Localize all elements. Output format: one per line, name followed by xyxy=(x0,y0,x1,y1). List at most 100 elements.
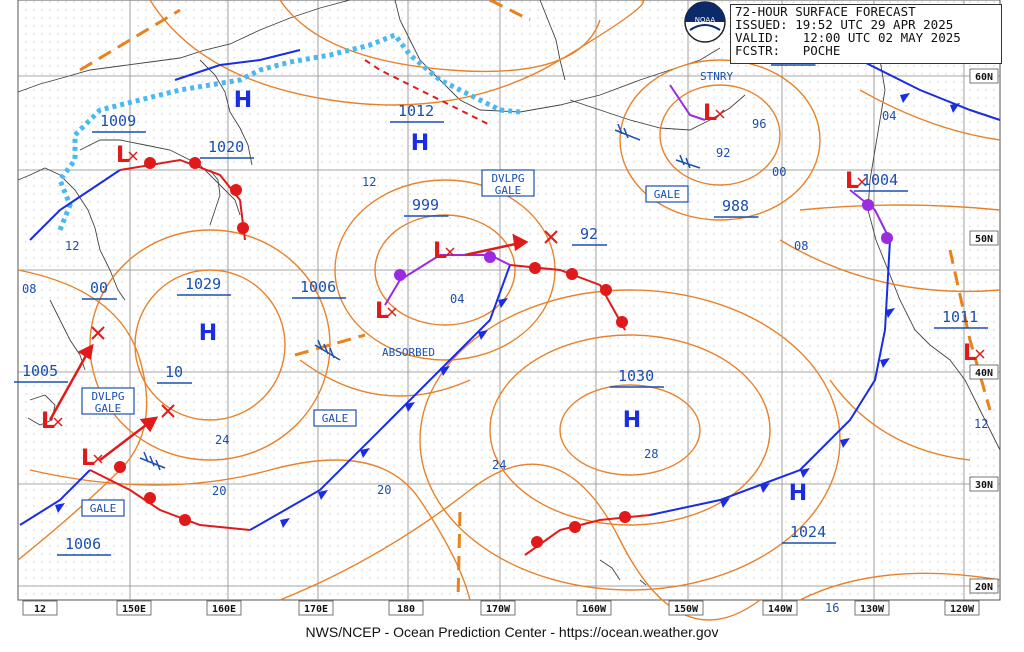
pressure-value: 1006 xyxy=(300,278,336,296)
occluded-front-alaska xyxy=(669,84,706,121)
low-symbol: L xyxy=(963,341,977,366)
pressure-value: 999 xyxy=(412,196,439,214)
low-x-mark xyxy=(387,307,397,317)
motion-arrows xyxy=(48,233,529,461)
svg-text:GALE: GALE xyxy=(95,402,122,415)
front-symbols xyxy=(55,93,960,548)
occluded-front-central xyxy=(384,254,511,306)
latitude-label: 40N xyxy=(969,364,999,380)
cold-front-west xyxy=(29,169,121,241)
low-symbol: L xyxy=(845,169,859,194)
isobar-value: 20 xyxy=(212,484,226,498)
low-x-mark xyxy=(975,349,985,359)
isobar-value: 92 xyxy=(716,146,730,160)
annotation-text: ABSORBED xyxy=(382,346,435,359)
longitude-label: 180 xyxy=(388,600,424,616)
svg-text:GALE: GALE xyxy=(90,502,117,515)
svg-text:50N: 50N xyxy=(975,234,993,245)
pressure-value: 988 xyxy=(722,197,749,215)
pressure-value: 1012 xyxy=(398,102,434,120)
warm-front-southwest xyxy=(89,469,251,531)
low-pressure-center: L 1004 xyxy=(845,169,908,194)
latitude-label: 60N xyxy=(969,68,999,84)
longitude-label: 170E xyxy=(298,600,334,616)
longitude-label: 150W xyxy=(668,600,704,616)
svg-text:GALE: GALE xyxy=(654,188,681,201)
pressure-value: 1004 xyxy=(862,171,898,189)
isobar-value: 04 xyxy=(450,292,464,306)
forecast-header: 72-HOUR SURFACE FORECAST ISSUED: 19:52 U… xyxy=(730,4,1002,64)
low-symbol: L xyxy=(703,101,717,126)
low-pressure-center: 00 xyxy=(82,279,117,300)
svg-text:60N: 60N xyxy=(975,72,993,83)
footer-credit: NWS/NCEP - Ocean Prediction Center - htt… xyxy=(305,624,719,640)
high-symbol: H xyxy=(411,131,429,156)
svg-text:150E: 150E xyxy=(122,604,146,615)
svg-text:160W: 160W xyxy=(582,604,607,615)
svg-text:20N: 20N xyxy=(975,582,993,593)
forecaster: FCSTR: POCHE xyxy=(735,43,841,58)
warning-label: GALE xyxy=(81,499,125,517)
longitude-labels: 12 150E 160E 170E 180 170W 160W 150W 140W 130W 120… xyxy=(22,600,980,616)
isobar-value: 08 xyxy=(22,282,36,296)
isobar-value: 12 xyxy=(65,239,79,253)
forecast-position-marks xyxy=(91,230,558,418)
issued-time: ISSUED: 19:52 UTC 29 APR 2025 xyxy=(735,17,954,32)
pressure-value: 1029 xyxy=(185,275,221,293)
longitude-label: 12 xyxy=(22,600,58,616)
warning-label: GALE xyxy=(645,185,689,203)
low-pressure-center: 10 xyxy=(157,363,192,384)
sea-ice-edge xyxy=(57,31,521,231)
isobar-value: 00 xyxy=(772,165,786,179)
map-background xyxy=(18,0,1000,600)
ice-boundary xyxy=(364,59,491,126)
high-symbol: H xyxy=(789,481,807,506)
low-symbol: L xyxy=(116,143,130,168)
valid-time: VALID: 12:00 UTC 02 MAY 2025 xyxy=(735,30,961,45)
svg-text:DVLPG: DVLPG xyxy=(491,172,524,185)
low-x-mark xyxy=(445,247,455,257)
low-pressure-center: L 1009 xyxy=(92,112,146,168)
svg-text:180: 180 xyxy=(397,604,415,615)
warm-front-west xyxy=(119,158,246,241)
isobar-value: 24 xyxy=(492,458,506,472)
noaa-logo-text: NOAA xyxy=(695,16,716,24)
pressure-value: 1011 xyxy=(942,308,978,326)
pressure-value: 1005 xyxy=(22,362,58,380)
latitude-label: 20N xyxy=(969,578,999,594)
low-pressure-center: 92 xyxy=(572,225,607,246)
isobar-value: 08 xyxy=(794,239,808,253)
high-symbol: H xyxy=(234,88,252,113)
wind-barbs xyxy=(139,123,701,471)
longitude-label: 130W xyxy=(854,600,890,616)
cold-front-north xyxy=(174,49,301,81)
svg-text:40N: 40N xyxy=(975,368,993,379)
longitude-label: 120W xyxy=(944,600,980,616)
low-pressure-center: L 988 xyxy=(703,101,759,218)
low-x-mark xyxy=(857,177,867,187)
low-symbol: L xyxy=(81,446,95,471)
high-symbol: H xyxy=(199,321,217,346)
low-symbol: L xyxy=(375,299,389,324)
isobar-value: 12 xyxy=(974,417,988,431)
pressure-value: 92 xyxy=(580,225,598,243)
forecast-title: 72-HOUR SURFACE FORECAST xyxy=(735,4,916,19)
low-pressure-center: L 1005 xyxy=(14,362,68,434)
high-pressure-center: H 1020 xyxy=(200,88,254,159)
isobar-value: 28 xyxy=(644,447,658,461)
low-x-mark xyxy=(93,454,103,464)
warning-label: GALE xyxy=(313,409,357,427)
low-pressure-center: L 1006 xyxy=(57,446,111,556)
low-pressure-center: L 1006 xyxy=(292,278,397,324)
pressure-value: 1030 xyxy=(618,367,654,385)
svg-text:170E: 170E xyxy=(304,604,328,615)
svg-text:150W: 150W xyxy=(674,604,699,615)
svg-text:GALE: GALE xyxy=(322,412,349,425)
occluded-front-east xyxy=(849,189,891,241)
pressure-value: 1009 xyxy=(100,112,136,130)
annotation-text: STNRY xyxy=(700,70,733,83)
pressure-value: 1020 xyxy=(208,138,244,156)
svg-text:12: 12 xyxy=(34,604,46,615)
